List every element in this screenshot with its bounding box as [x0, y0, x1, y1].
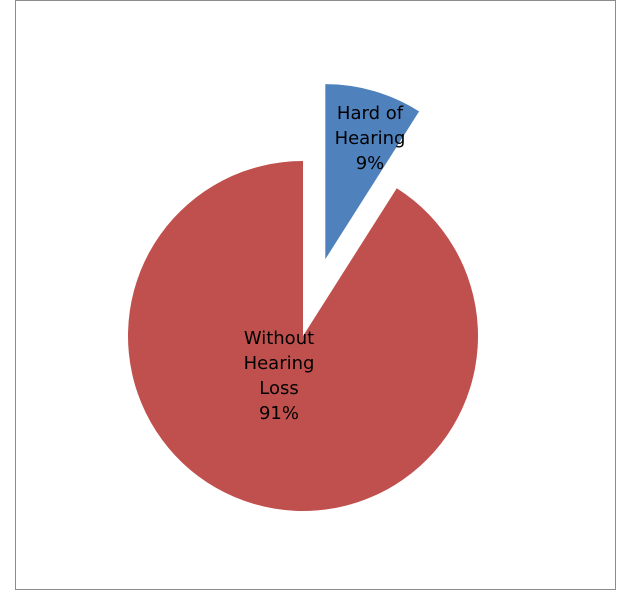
pie-label-line: Hard of — [337, 103, 404, 124]
pie-chart: Hard of Hearing 9% Without Hearing Loss 91% — [127, 84, 479, 511]
pie-label-line: Without — [244, 328, 314, 349]
pie-label-line: Hearing — [335, 128, 406, 149]
pie-label-hard-of-hearing: Hard of Hearing 9% — [335, 103, 406, 174]
pie-label-line: Hearing — [244, 353, 315, 374]
pie-slices — [127, 84, 479, 511]
pie-label-line: 91% — [259, 403, 299, 424]
pie-label-without-hearing-loss: Without Hearing Loss 91% — [244, 328, 315, 424]
pie-labels: Hard of Hearing 9% Without Hearing Loss 91% — [244, 103, 406, 424]
pie-label-line: Loss — [259, 378, 298, 399]
pie-slice-without-hearing-loss — [127, 161, 479, 511]
pie-label-line: 9% — [356, 153, 385, 174]
pie-slice-hard-of-hearing — [325, 84, 420, 260]
